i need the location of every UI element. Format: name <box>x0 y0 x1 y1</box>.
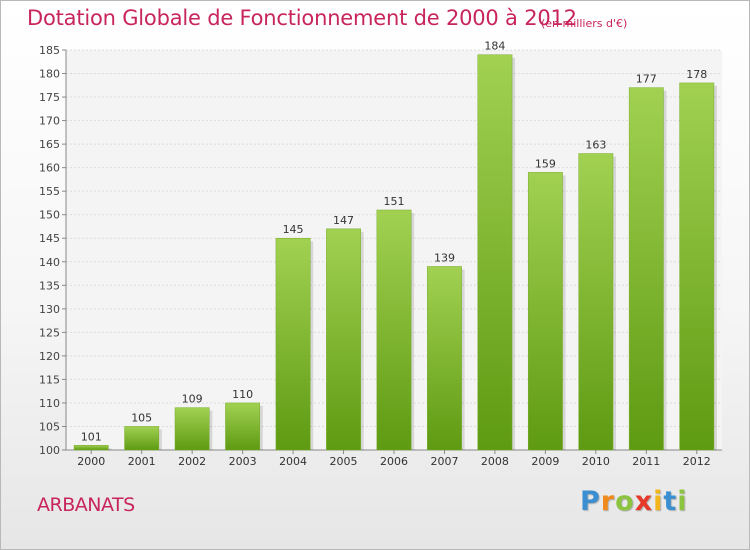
logo-letter: r <box>600 486 616 517</box>
y-tick-label: 130 <box>39 303 60 316</box>
x-tick-label: 2007 <box>430 455 458 468</box>
bar-value-label: 184 <box>484 40 505 53</box>
y-tick-label: 140 <box>39 256 60 269</box>
x-tick-label: 2012 <box>683 455 711 468</box>
chart-subtitle: (en milliers d'€) <box>541 17 628 30</box>
logo-letter: i <box>677 486 688 517</box>
bar-value-label: 105 <box>131 411 152 424</box>
y-tick-label: 185 <box>39 44 60 57</box>
logo-letter: i <box>653 486 664 517</box>
x-tick-label: 2005 <box>330 455 358 468</box>
y-tick-label: 175 <box>39 91 60 104</box>
proxiti-logo[interactable]: Proxiti <box>580 486 688 517</box>
x-tick-label: 2000 <box>77 455 105 468</box>
bar <box>124 426 160 451</box>
y-tick-label: 110 <box>39 397 60 410</box>
y-tick-label: 180 <box>39 68 60 81</box>
y-tick-label: 145 <box>39 232 60 245</box>
bar <box>679 82 715 451</box>
logo-letter: P <box>580 486 601 517</box>
x-tick-label: 2004 <box>279 455 307 468</box>
x-tick-label: 2010 <box>582 455 610 468</box>
bar <box>427 266 462 451</box>
bar <box>628 87 664 451</box>
y-tick-label: 105 <box>39 420 60 433</box>
y-tick-label: 135 <box>39 279 60 292</box>
x-tick-label: 2003 <box>229 455 257 468</box>
y-tick-label: 115 <box>39 373 60 386</box>
bar <box>376 209 412 451</box>
bar <box>527 172 563 451</box>
commune-name: ARBANATS <box>37 494 135 516</box>
bar-value-label: 110 <box>232 388 253 401</box>
y-tick-label: 160 <box>39 162 60 175</box>
bar <box>174 407 210 451</box>
x-tick-label: 2008 <box>481 455 509 468</box>
chart-title: Dotation Globale de Fonctionnement de 20… <box>27 6 577 30</box>
bar-value-label: 101 <box>81 430 102 443</box>
bar-value-label: 177 <box>636 73 657 86</box>
x-tick-label: 2009 <box>531 455 559 468</box>
bar <box>477 54 513 451</box>
bars <box>73 54 717 451</box>
bar-value-label: 139 <box>434 251 455 264</box>
bar <box>578 153 614 451</box>
bar-value-label: 147 <box>333 214 354 227</box>
bar-value-label: 145 <box>283 223 304 236</box>
y-tick-label: 100 <box>39 444 60 457</box>
bar-value-label: 178 <box>686 68 707 81</box>
y-tick-label: 125 <box>39 326 60 339</box>
logo-letter: x <box>634 486 654 517</box>
bar-value-label: 151 <box>384 195 405 208</box>
y-tick-label: 165 <box>39 138 60 151</box>
y-tick-label: 155 <box>39 185 60 198</box>
bar-value-label: 163 <box>585 139 606 152</box>
x-tick-label: 2001 <box>128 455 156 468</box>
labels: 100 105 110 115 120 125 130 135 140 145 150 155 160 1… <box>39 40 711 468</box>
y-tick-label: 150 <box>39 209 60 222</box>
x-tick-label: 2006 <box>380 455 408 468</box>
x-tick-label: 2002 <box>178 455 206 468</box>
bar <box>275 237 311 451</box>
logo-letter: o <box>615 486 635 517</box>
logo-letter: t <box>663 486 678 517</box>
bar <box>73 445 109 451</box>
x-tick-label: 2011 <box>632 455 660 468</box>
bar <box>326 228 361 451</box>
y-tick-label: 120 <box>39 350 60 363</box>
y-tick-label: 170 <box>39 115 60 128</box>
bar-value-label: 109 <box>182 393 203 406</box>
bar <box>225 402 261 451</box>
bar-value-label: 159 <box>535 157 556 170</box>
